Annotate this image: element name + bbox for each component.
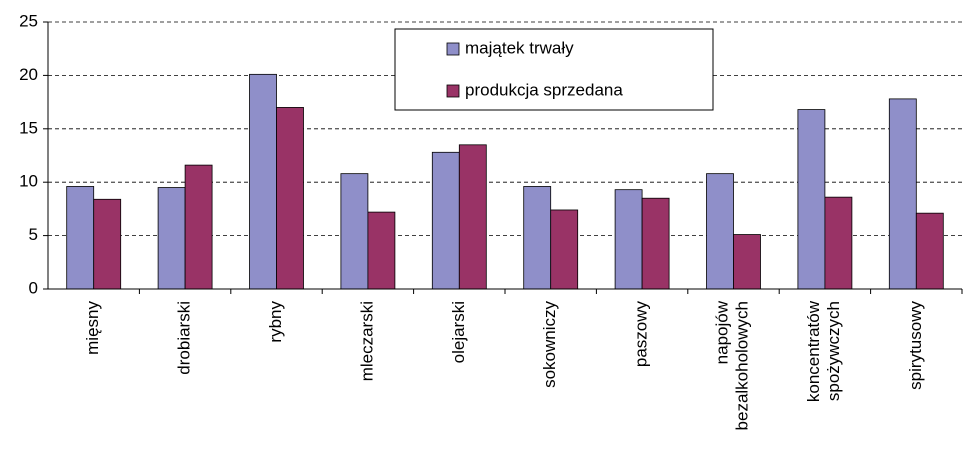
x-tick-label: koncentratówspożywczych (804, 300, 843, 402)
y-tick-label: 15 (19, 118, 38, 137)
x-tick-label: olejarski (449, 301, 468, 363)
x-tick-label: napojówbezalkoholowych (713, 300, 752, 430)
bar (523, 186, 552, 290)
bar (733, 234, 761, 290)
bar (550, 209, 579, 290)
legend-label: majątek trwały (465, 38, 574, 57)
legend-swatch (446, 84, 460, 98)
bar (641, 197, 670, 290)
bar (93, 198, 122, 290)
bar (157, 187, 186, 290)
bar (276, 107, 304, 290)
bar (614, 189, 643, 290)
legend-label: produkcja sprzedana (465, 80, 623, 99)
bar (340, 173, 369, 290)
x-tick-label: sokowniczy (540, 301, 559, 388)
bar (797, 109, 826, 290)
bar (824, 196, 853, 290)
y-tick-label: 25 (19, 11, 38, 30)
x-tick-label: mleczarski (357, 301, 376, 381)
bar (367, 211, 396, 290)
x-tick-label: drobiarski (175, 301, 194, 375)
bar (706, 173, 734, 290)
x-tick-label: spirytusowy (906, 301, 925, 390)
bar (431, 151, 460, 290)
bar (249, 73, 277, 290)
bar (458, 144, 487, 290)
y-tick-label: 0 (29, 278, 38, 297)
y-tick-label: 20 (19, 65, 38, 84)
y-tick-label: 5 (29, 225, 38, 244)
bar (888, 98, 917, 290)
bar (915, 212, 944, 290)
x-tick-label: mięsny (83, 301, 102, 355)
legend-swatch (446, 42, 460, 56)
x-tick-label: paszowy (632, 301, 651, 368)
bar (66, 186, 95, 290)
x-tick-label: rybny (266, 301, 285, 343)
bar (184, 164, 213, 290)
y-tick-label: 10 (19, 172, 38, 191)
